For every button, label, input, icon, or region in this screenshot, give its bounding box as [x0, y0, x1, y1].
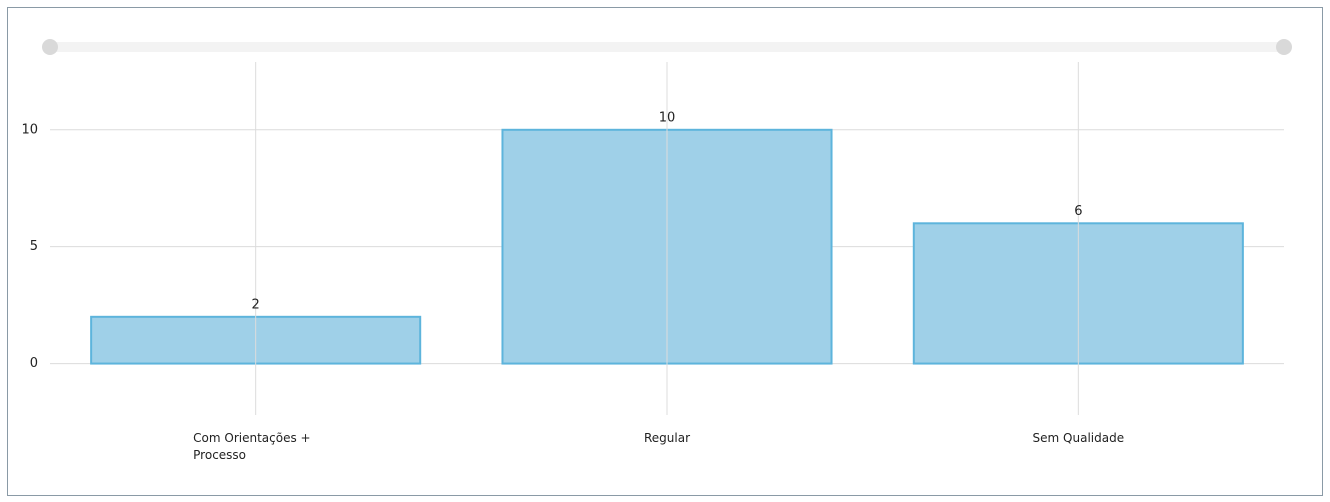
- y-tick-label: 0: [30, 356, 38, 371]
- value-label: 10: [659, 110, 676, 125]
- range-slider-handle[interactable]: [42, 39, 58, 55]
- range-slider-track[interactable]: [50, 42, 1284, 52]
- y-tick-label: 10: [21, 122, 38, 137]
- value-label: 6: [1074, 204, 1082, 219]
- x-tick-label: Regular: [643, 431, 691, 445]
- x-tick-label: Sem Qualidade: [1032, 431, 1125, 445]
- range-slider-handle[interactable]: [1276, 39, 1292, 55]
- value-label: 2: [252, 297, 260, 312]
- x-tick-label: Com Orientações + Processo: [193, 431, 311, 462]
- y-tick-label: 5: [30, 239, 38, 254]
